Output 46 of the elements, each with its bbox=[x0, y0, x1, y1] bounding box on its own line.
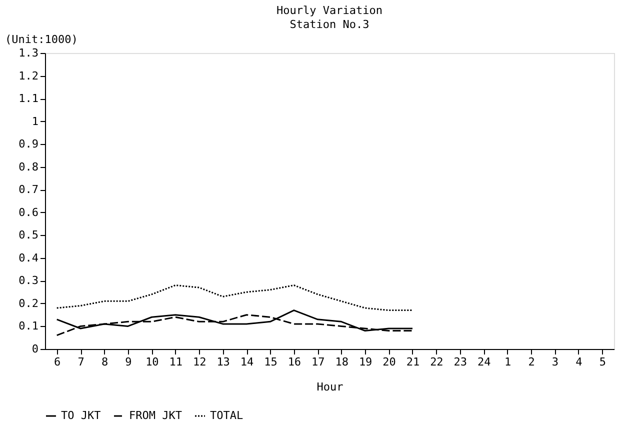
x-tick-label: 6 bbox=[54, 356, 61, 368]
x-tick-label: 9 bbox=[125, 356, 132, 368]
x-tick-label: 22 bbox=[430, 356, 444, 368]
x-tick-label: 19 bbox=[358, 356, 372, 368]
x-tick-label: 7 bbox=[78, 356, 84, 368]
line-series bbox=[56, 284, 414, 312]
chart-subtitle: Station No.3 bbox=[290, 18, 370, 31]
y-tick-label: 0.4 bbox=[18, 251, 39, 264]
x-axis-title: Hour bbox=[316, 380, 344, 394]
x-tick-label: 17 bbox=[312, 356, 325, 368]
x-tick-label: 18 bbox=[335, 356, 348, 368]
x-tick-label: 1 bbox=[504, 356, 512, 368]
x-tick-label: 3 bbox=[552, 356, 559, 368]
y-tick-label: 0.1 bbox=[18, 320, 38, 333]
y-tick-label: 0.9 bbox=[18, 138, 38, 151]
x-tick-label: 21 bbox=[406, 356, 420, 368]
text: (Unit:1000) bbox=[5, 33, 78, 46]
x-tick-label: 8 bbox=[101, 356, 108, 368]
x-tick-label: 12 bbox=[192, 356, 206, 368]
x-tick-label: 16 bbox=[288, 356, 302, 368]
y-tick-label: 1.2 bbox=[18, 69, 38, 82]
y-tick-label: 1.3 bbox=[18, 46, 38, 60]
y-tick-label: 0.2 bbox=[18, 296, 38, 310]
x-tick-label: 2 bbox=[528, 356, 535, 368]
y-tick-label: 0.5 bbox=[18, 228, 38, 242]
x-tick-label: 20 bbox=[382, 356, 396, 368]
x-tick-label: 4 bbox=[576, 356, 583, 368]
legend-label: TO JKT bbox=[61, 409, 102, 422]
chart-title: Hourly Variation bbox=[276, 4, 382, 17]
y-tick-label: 0.3 bbox=[18, 274, 38, 288]
x-tick-label: 23 bbox=[454, 356, 468, 368]
y-tick-label: 0.7 bbox=[18, 183, 38, 196]
x-tick-label: 15 bbox=[264, 356, 278, 368]
x-tick-label: 14 bbox=[240, 356, 254, 368]
y-tick-label: 1.1 bbox=[18, 92, 38, 106]
legend-label: FROM JKT bbox=[129, 409, 182, 422]
x-tick-label: 24 bbox=[477, 356, 492, 368]
y-tick-label: 1 bbox=[32, 114, 38, 128]
y-tick-label: 0.6 bbox=[18, 206, 38, 219]
x-tick-label: 10 bbox=[146, 356, 159, 368]
x-tick-label: 5 bbox=[599, 356, 606, 368]
legend-label: TOTAL bbox=[210, 409, 244, 422]
y-tick-label: 0 bbox=[32, 342, 38, 356]
x-tick-label: 13 bbox=[216, 356, 230, 368]
x-tick-label: 11 bbox=[169, 356, 183, 368]
y-tick-label: 0.8 bbox=[18, 160, 38, 174]
